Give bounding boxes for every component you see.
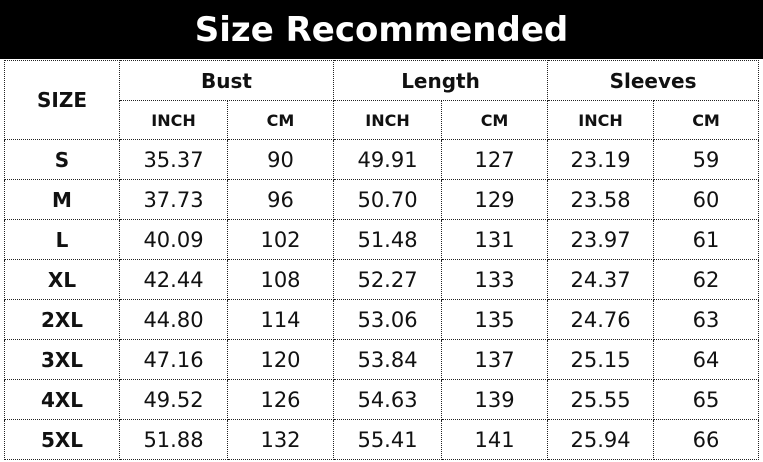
value-cell: 35.37 (119, 139, 228, 180)
value-cell: 132 (226, 419, 335, 460)
value-cell: 44.80 (119, 299, 228, 340)
value-cell: 120 (226, 339, 335, 380)
size-header: SIZE (4, 60, 120, 140)
size-table: SIZE Bust Length Sleeves INCH CM INCH CM… (4, 60, 760, 460)
value-cell: 50.70 (333, 179, 443, 220)
value-cell: 141 (441, 419, 549, 460)
value-cell: 23.58 (547, 179, 655, 220)
page-title: Size Recommended (0, 0, 763, 59)
size-cell: 5XL (4, 419, 120, 460)
table-row: S 35.37 90 49.91 127 23.19 59 (4, 139, 760, 180)
value-cell: 108 (226, 259, 335, 300)
size-cell: XL (4, 259, 120, 300)
value-cell: 62 (653, 259, 760, 300)
value-cell: 25.55 (547, 379, 655, 420)
value-cell: 23.19 (547, 139, 655, 180)
value-cell: 96 (226, 179, 335, 220)
unit-header: INCH (119, 100, 228, 140)
value-cell: 55.41 (333, 419, 443, 460)
value-cell: 49.91 (333, 139, 443, 180)
size-cell: M (4, 179, 120, 220)
value-cell: 51.88 (119, 419, 228, 460)
value-cell: 47.16 (119, 339, 228, 380)
value-cell: 53.06 (333, 299, 443, 340)
value-cell: 24.37 (547, 259, 655, 300)
value-cell: 139 (441, 379, 549, 420)
value-cell: 126 (226, 379, 335, 420)
value-cell: 127 (441, 139, 549, 180)
table-row: 5XL 51.88 132 55.41 141 25.94 66 (4, 419, 760, 460)
unit-header: CM (226, 100, 335, 140)
value-cell: 59 (653, 139, 760, 180)
group-header-bust: Bust (118, 60, 335, 101)
group-header-length: Length (333, 60, 549, 101)
size-cell: 4XL (4, 379, 120, 420)
table-row: M 37.73 96 50.70 129 23.58 60 (4, 179, 760, 220)
table-row: L 40.09 102 51.48 131 23.97 61 (4, 219, 760, 260)
value-cell: 40.09 (119, 219, 228, 260)
unit-header: CM (653, 100, 760, 140)
value-cell: 60 (653, 179, 760, 220)
value-cell: 42.44 (119, 259, 228, 300)
group-header-sleeves: Sleeves (547, 60, 760, 101)
value-cell: 23.97 (547, 219, 655, 260)
value-cell: 53.84 (333, 339, 443, 380)
value-cell: 90 (226, 139, 335, 180)
value-cell: 133 (441, 259, 549, 300)
value-cell: 24.76 (547, 299, 655, 340)
size-cell: L (4, 219, 120, 260)
table-row: 2XL 44.80 114 53.06 135 24.76 63 (4, 299, 760, 340)
header-row-units: INCH CM INCH CM INCH CM (5, 100, 760, 140)
unit-header: INCH (547, 100, 655, 140)
table-row: 4XL 49.52 126 54.63 139 25.55 65 (4, 379, 760, 420)
value-cell: 114 (226, 299, 335, 340)
value-cell: 131 (441, 219, 549, 260)
table-row: 3XL 47.16 120 53.84 137 25.15 64 (4, 339, 760, 380)
value-cell: 52.27 (333, 259, 443, 300)
value-cell: 129 (441, 179, 549, 220)
size-cell: 2XL (4, 299, 120, 340)
value-cell: 64 (653, 339, 760, 380)
value-cell: 25.15 (547, 339, 655, 380)
value-cell: 25.94 (547, 419, 655, 460)
value-cell: 49.52 (119, 379, 228, 420)
value-cell: 61 (653, 219, 760, 260)
size-cell: 3XL (4, 339, 120, 380)
value-cell: 66 (653, 419, 760, 460)
unit-header: INCH (333, 100, 443, 140)
value-cell: 135 (441, 299, 549, 340)
value-cell: 63 (653, 299, 760, 340)
header-row-groups: SIZE Bust Length Sleeves (4, 60, 760, 140)
value-cell: 37.73 (119, 179, 228, 220)
value-cell: 65 (653, 379, 760, 420)
size-cell: S (4, 139, 120, 180)
value-cell: 137 (441, 339, 549, 380)
unit-header: CM (441, 100, 549, 140)
value-cell: 51.48 (333, 219, 443, 260)
table-row: XL 42.44 108 52.27 133 24.37 62 (4, 259, 760, 300)
value-cell: 102 (226, 219, 335, 260)
value-cell: 54.63 (333, 379, 443, 420)
